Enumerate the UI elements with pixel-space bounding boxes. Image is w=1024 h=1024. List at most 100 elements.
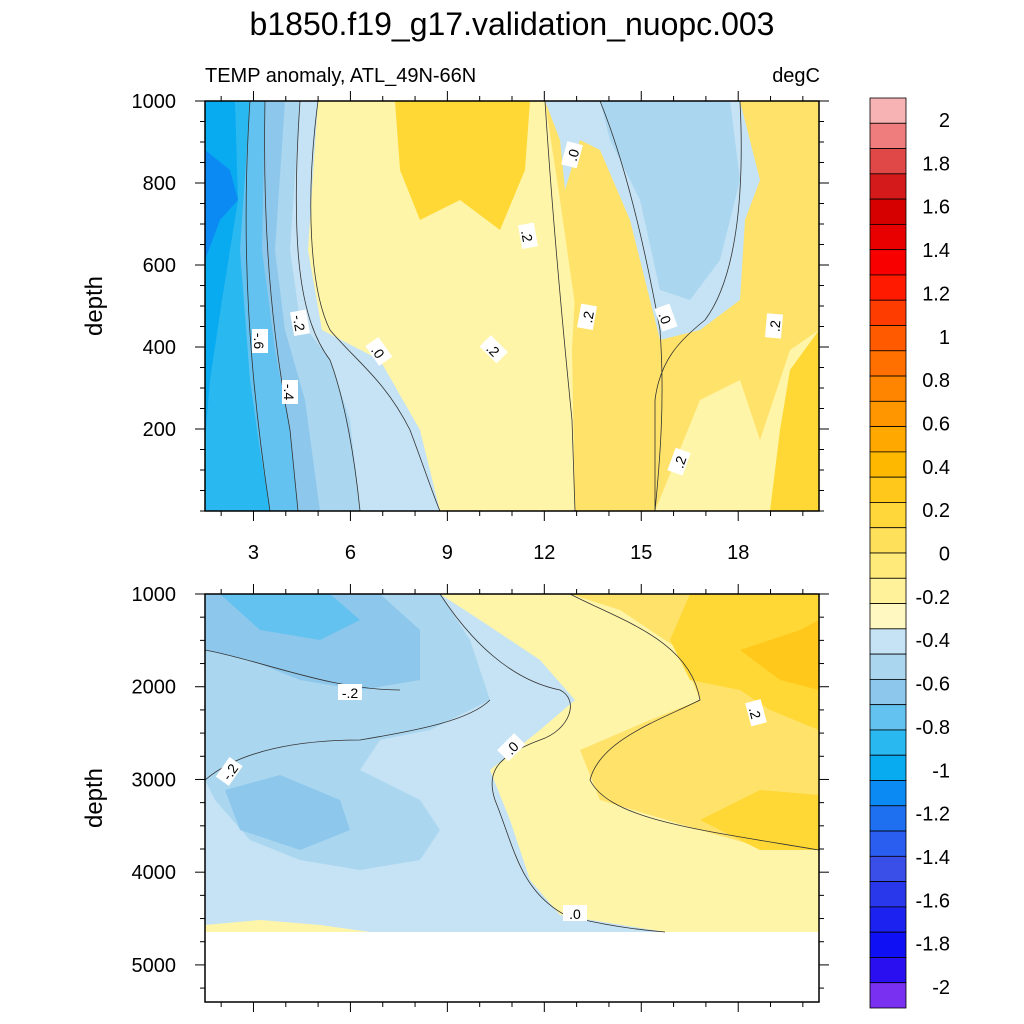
colorbar-box xyxy=(869,982,907,1009)
svg-text:.0: .0 xyxy=(569,906,581,922)
colorbar-label: -2 xyxy=(932,977,950,999)
upper-cool-0.9 xyxy=(205,150,238,260)
colorbar-box xyxy=(869,830,907,857)
colorbar-box xyxy=(869,957,907,984)
svg-text:.2: .2 xyxy=(670,454,689,471)
colorbar-box xyxy=(869,906,907,933)
x-tick-label: 18 xyxy=(727,542,749,564)
lower-y-axis-label: depth xyxy=(81,768,108,828)
contour-label: .2 xyxy=(577,303,597,331)
upper-warm-core xyxy=(395,101,530,230)
colorbar-box xyxy=(869,274,907,301)
x-tick-label: 9 xyxy=(442,542,453,564)
colorbar-label: -0.2 xyxy=(916,587,950,609)
svg-text:.2: .2 xyxy=(767,319,784,332)
contour-label: .2 xyxy=(764,313,784,339)
svg-text:.0: .0 xyxy=(564,147,583,163)
colorbar-label: -0.4 xyxy=(916,630,950,652)
colorbar-label: -0.8 xyxy=(916,717,950,739)
contour-label: -.4 xyxy=(281,380,298,404)
colorbar-box xyxy=(869,97,907,124)
contour-label: -.2 xyxy=(215,757,243,786)
upper-y-axis-label: depth xyxy=(81,276,108,336)
colorbar: 2 1.8 1.6 1.4 1.2 1 0.8 0.6 0.4 0.2 0 -0.2 -0.4 -0.6 -… xyxy=(869,97,950,1009)
colorbar-box xyxy=(869,375,907,402)
lower-warm-core xyxy=(740,620,819,690)
colorbar-box xyxy=(869,400,907,428)
colorbar-label: 1.8 xyxy=(922,153,950,175)
colorbar-label: -1.8 xyxy=(916,934,950,956)
colorbar-box xyxy=(869,628,907,655)
colorbar-box xyxy=(869,603,907,630)
lower-warm-0.2 xyxy=(670,594,819,730)
contour-label: .2 xyxy=(745,699,767,727)
colorbar-boxes xyxy=(869,97,907,1009)
y-tick-label: 400 xyxy=(143,337,176,359)
y-tick-label: 200 xyxy=(143,419,176,441)
colorbar-box xyxy=(869,780,907,807)
contour-label: .2 xyxy=(667,447,691,476)
colorbar-box xyxy=(869,451,907,478)
colorbar-box xyxy=(869,299,907,326)
lower-warm-deep xyxy=(700,790,819,850)
contour-label: .0 xyxy=(563,905,587,922)
y-tick-label: 800 xyxy=(143,173,176,195)
svg-text:-.6: -.6 xyxy=(251,333,267,350)
lower-contour-lines xyxy=(205,594,819,933)
colorbar-box xyxy=(869,223,907,251)
y-tick-label: 3000 xyxy=(132,769,177,791)
svg-text:.2: .2 xyxy=(579,310,597,324)
chart-title: b1850.f19_g17.validation_nuopc.003 xyxy=(250,6,775,42)
colorbar-label: 0.6 xyxy=(922,413,950,435)
upper-panel: 200 400 600 800 1000 3 6 9 12 15 18 depth xyxy=(81,91,829,564)
upper-warm-center-deep xyxy=(572,180,660,511)
y-tick-label: 5000 xyxy=(132,955,177,977)
lower-panel: 1000 2000 3000 4000 5000 depth xyxy=(81,584,829,1012)
colorbar-label: 0 xyxy=(939,544,950,566)
colorbar-label: -1.4 xyxy=(916,847,950,869)
colorbar-label: 0.4 xyxy=(922,457,950,479)
contour-label: -.2 xyxy=(290,309,310,337)
lower-axis-ticks: 1000 2000 3000 4000 5000 xyxy=(132,584,829,1012)
colorbar-box xyxy=(869,931,907,958)
colorbar-label: 1.6 xyxy=(922,197,950,219)
x-tick-label: 12 xyxy=(533,542,555,564)
upper-cool-tongue-inner xyxy=(600,101,740,300)
colorbar-box xyxy=(869,426,907,453)
svg-text:-.2: -.2 xyxy=(342,685,359,701)
colorbar-label: 1.4 xyxy=(922,240,950,262)
contour-label: .0 xyxy=(365,337,393,366)
svg-text:-.2: -.2 xyxy=(290,314,309,333)
lower-no-data-region xyxy=(206,933,818,1001)
contour-label: .0 xyxy=(561,141,583,169)
y-tick-label: 1000 xyxy=(132,91,177,113)
colorbar-box xyxy=(869,350,907,377)
colorbar-box xyxy=(869,678,907,706)
colorbar-box xyxy=(869,754,907,781)
y-tick-label: 1000 xyxy=(132,584,177,606)
upper-contour-fill xyxy=(205,101,819,511)
contour-label: .0 xyxy=(497,733,526,762)
colorbar-box xyxy=(869,552,907,579)
x-tick-label: 15 xyxy=(630,542,652,564)
colorbar-label: 1 xyxy=(939,327,950,349)
colorbar-label: 0.2 xyxy=(922,500,950,522)
svg-text:.0: .0 xyxy=(655,310,674,327)
contour-label: .2 xyxy=(518,222,538,250)
contour-label: .2 xyxy=(479,335,508,364)
colorbar-label: 2 xyxy=(939,110,950,132)
colorbar-label: 0.8 xyxy=(922,370,950,392)
subtitle-right: degC xyxy=(772,65,820,87)
contour-labels: -.6 -.4 -.2 .0 .0 .0 .2 .2 .2 .2 .2 -.2 -.2 .0 .0 .2 xyxy=(215,141,784,922)
lower-cool-0.4 xyxy=(220,594,360,640)
colorbar-box xyxy=(869,502,907,529)
x-tick-label: 6 xyxy=(345,542,356,564)
colorbar-box xyxy=(869,122,907,149)
upper-contour-lines xyxy=(245,101,742,511)
contour-label: -.2 xyxy=(338,684,362,701)
colorbar-box xyxy=(869,881,907,908)
colorbar-box xyxy=(869,653,907,680)
colorbar-box xyxy=(869,148,907,175)
colorbar-box xyxy=(869,805,907,832)
